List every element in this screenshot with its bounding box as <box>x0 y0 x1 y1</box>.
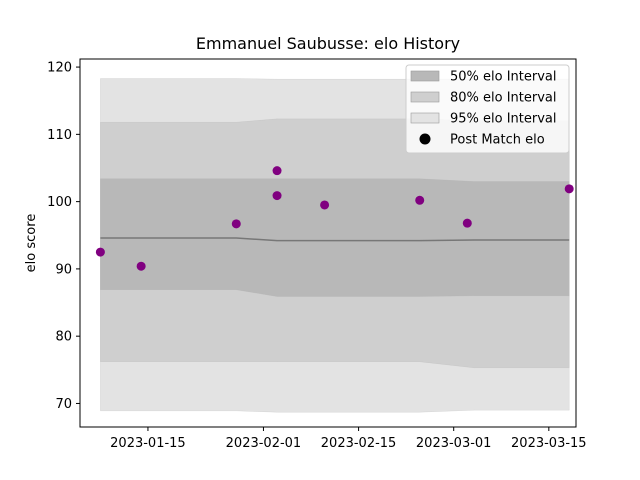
chart-title: Emmanuel Saubusse: elo History <box>196 34 460 53</box>
y-tick-label: 80 <box>55 330 72 345</box>
legend-label: 95% elo Interval <box>450 112 557 127</box>
data-point <box>564 184 574 194</box>
data-point <box>272 166 282 176</box>
x-tick-label: 2023-03-15 <box>511 436 587 451</box>
legend-box <box>405 64 570 154</box>
y-tick-label: 100 <box>47 195 72 210</box>
plot-area <box>79 58 577 428</box>
legend-label: 80% elo Interval <box>450 91 557 106</box>
legend-swatch <box>410 112 440 124</box>
x-tick-label: 2023-01-15 <box>110 436 186 451</box>
y-tick-label: 70 <box>55 397 72 412</box>
data-point <box>415 195 425 205</box>
data-point <box>462 218 472 228</box>
legend-label: Post Match elo <box>450 133 545 148</box>
legend-label: 50% elo Interval <box>450 70 557 85</box>
y-tick-label: 110 <box>47 128 72 143</box>
y-axis-label: elo score <box>24 214 39 273</box>
legend-swatch <box>410 70 440 82</box>
y-tick-label: 120 <box>47 61 72 76</box>
data-point <box>95 247 105 257</box>
legend: 50% elo Interval 80% elo Interval 95% elo … <box>405 64 570 154</box>
plot-frame <box>79 58 577 428</box>
mean-elo-line <box>100 237 570 242</box>
data-point <box>272 191 282 201</box>
data-point <box>136 261 146 271</box>
legend-swatch <box>410 91 440 103</box>
y-tick-label: 90 <box>55 262 72 277</box>
data-point <box>231 219 241 229</box>
x-tick-label: 2023-02-01 <box>226 436 302 451</box>
x-tick-label: 2023-03-01 <box>416 436 492 451</box>
legend-marker <box>419 133 431 145</box>
data-point <box>320 200 330 210</box>
x-axis: 2023-01-15 2023-02-01 2023-02-15 2023-03-01… <box>110 427 587 451</box>
x-tick-label: 2023-02-15 <box>321 436 397 451</box>
y-axis: 70 80 90 100 110 120 <box>47 61 80 412</box>
interval-band-3 <box>100 178 570 297</box>
